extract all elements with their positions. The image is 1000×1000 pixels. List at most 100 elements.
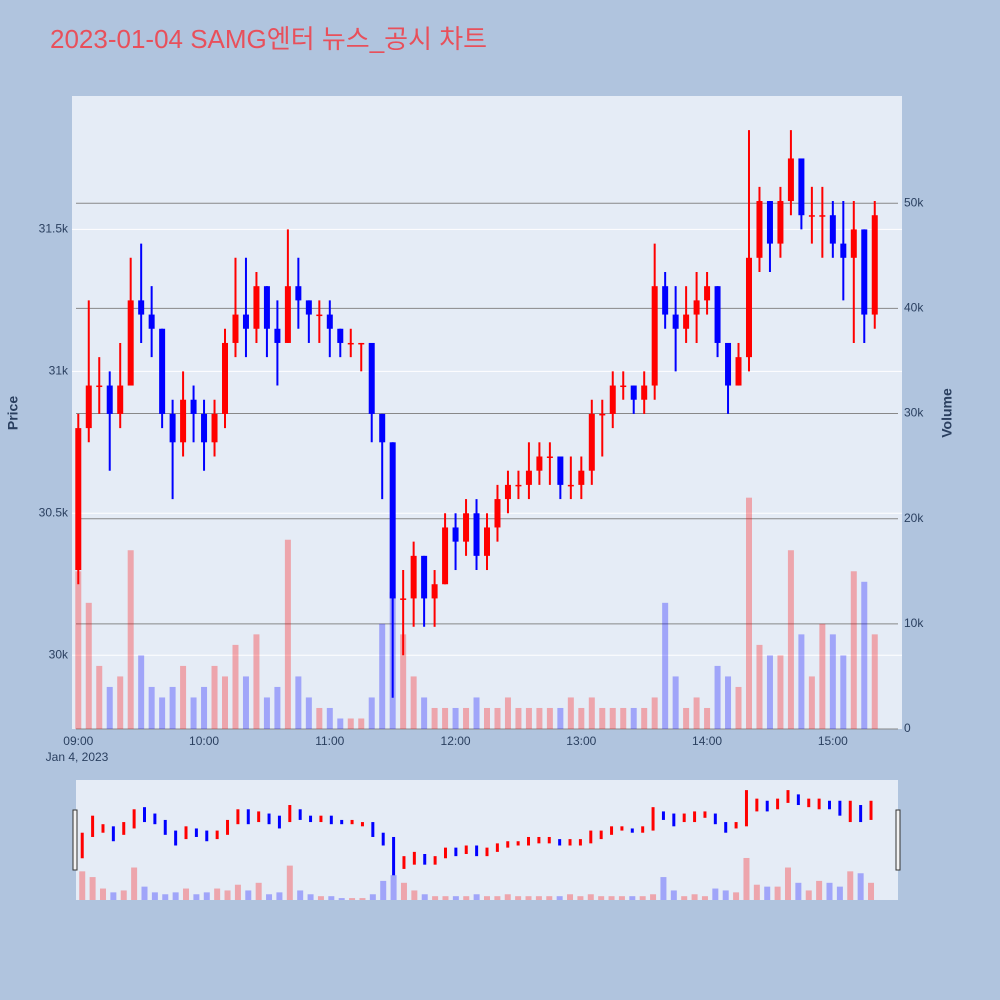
volume-bar bbox=[808, 676, 815, 729]
volume-bar bbox=[127, 550, 134, 729]
candle-body bbox=[305, 300, 312, 315]
candle-body bbox=[452, 527, 459, 542]
candle-body bbox=[641, 385, 648, 400]
candle-body bbox=[127, 300, 134, 386]
volume-bar bbox=[169, 686, 176, 729]
volume-bar bbox=[787, 550, 794, 729]
volume-bar bbox=[735, 686, 742, 729]
candle-body bbox=[96, 385, 103, 388]
candle-body bbox=[138, 300, 145, 315]
y-tick-label: 30.5k bbox=[39, 505, 69, 519]
candle-body bbox=[620, 385, 627, 388]
volume-bar bbox=[274, 686, 281, 729]
volume-bar bbox=[756, 644, 763, 729]
slider-volume-bar bbox=[784, 867, 791, 900]
slider-volume-bar bbox=[556, 896, 563, 900]
candle-body bbox=[263, 286, 270, 329]
volume-bar bbox=[557, 707, 564, 729]
slider-volume-bar bbox=[847, 871, 854, 900]
slider-volume-bar bbox=[328, 896, 335, 900]
candle-body bbox=[316, 314, 323, 317]
volume-bar bbox=[546, 707, 553, 729]
candle-body bbox=[410, 555, 417, 599]
slider-volume-bar bbox=[525, 896, 532, 900]
candle-body bbox=[159, 328, 166, 414]
slider-volume-bar bbox=[774, 886, 781, 900]
x-sublabel: Jan 4, 2023 bbox=[46, 750, 109, 764]
range-slider[interactable] bbox=[76, 780, 898, 900]
slider-volume-bar bbox=[836, 886, 843, 900]
volume-bar bbox=[96, 665, 103, 729]
volume-bar bbox=[714, 665, 721, 729]
volume-bar bbox=[536, 707, 543, 729]
candle-body bbox=[389, 442, 396, 599]
candle-body bbox=[662, 286, 669, 315]
candle-body bbox=[787, 158, 794, 202]
slider-volume-bar bbox=[183, 888, 190, 900]
slider-volume-bar bbox=[442, 896, 449, 900]
volume-bar bbox=[798, 634, 805, 729]
volume-bar bbox=[630, 707, 637, 729]
slider-volume-bar bbox=[743, 857, 750, 900]
slider-volume-bar bbox=[567, 894, 574, 900]
candle-body bbox=[75, 428, 82, 571]
candle-body bbox=[536, 456, 543, 471]
slider-volume-bar bbox=[266, 894, 273, 900]
slider-volume-bar bbox=[369, 894, 376, 900]
candle-body bbox=[693, 300, 700, 315]
volume-bar bbox=[410, 676, 417, 729]
slider-volume-bar bbox=[733, 892, 740, 900]
candle-body bbox=[326, 314, 333, 329]
y-tick-label: 30k bbox=[49, 647, 69, 661]
slider-volume-bar bbox=[857, 873, 864, 900]
y2-tick-label: 40k bbox=[904, 301, 924, 315]
slider-volume-bar bbox=[234, 884, 241, 900]
volume-bar bbox=[777, 655, 784, 729]
y-tick-label: 31k bbox=[49, 364, 69, 378]
candle-body bbox=[253, 286, 260, 329]
slider-volume-bar bbox=[203, 892, 210, 900]
slider-volume-bar bbox=[421, 894, 428, 900]
volume-bar bbox=[494, 707, 501, 729]
slider-volume-bar bbox=[670, 890, 677, 900]
candle-body bbox=[148, 314, 155, 329]
volume-bar bbox=[358, 718, 365, 729]
volume-bar bbox=[452, 707, 459, 729]
volume-bar bbox=[242, 676, 249, 729]
slider-handle[interactable] bbox=[895, 809, 901, 871]
candle-body bbox=[211, 413, 218, 443]
slider-volume-bar bbox=[712, 888, 719, 900]
candle-body bbox=[106, 385, 113, 414]
slider-handle[interactable] bbox=[72, 809, 78, 871]
candle-body bbox=[808, 215, 815, 217]
candle-body bbox=[714, 286, 721, 343]
slider-volume-bar bbox=[608, 896, 615, 900]
slider-volume-bar bbox=[110, 892, 117, 900]
volume-bar bbox=[693, 697, 700, 729]
slider-volume-bar bbox=[224, 890, 231, 900]
volume-bar bbox=[819, 623, 826, 729]
candle-body bbox=[484, 527, 490, 556]
candle-body bbox=[609, 385, 616, 414]
slider-volume-bar bbox=[452, 896, 459, 900]
slider-volume-bar bbox=[151, 892, 158, 900]
slider-volume-bar bbox=[162, 894, 169, 900]
slider-volume-bar bbox=[494, 896, 501, 900]
x-tick-label: 13:00 bbox=[566, 734, 596, 748]
volume-bar bbox=[861, 581, 868, 729]
candle-body bbox=[222, 342, 229, 414]
slider-volume-bar bbox=[805, 890, 812, 900]
slider-volume-bar bbox=[629, 896, 636, 900]
volume-bar bbox=[871, 634, 878, 729]
slider-volume-bar bbox=[286, 865, 293, 900]
x-tick-label: 10:00 bbox=[189, 734, 219, 748]
candle-body bbox=[242, 314, 249, 329]
slider-volume-bar bbox=[432, 896, 439, 900]
slider-volume-bar bbox=[535, 896, 542, 900]
volume-bar bbox=[620, 707, 627, 729]
y2-tick-label: 0 bbox=[904, 721, 911, 735]
volume-bar bbox=[347, 718, 354, 729]
slider-volume-bar bbox=[691, 894, 698, 900]
slider-volume-bar bbox=[89, 877, 96, 900]
